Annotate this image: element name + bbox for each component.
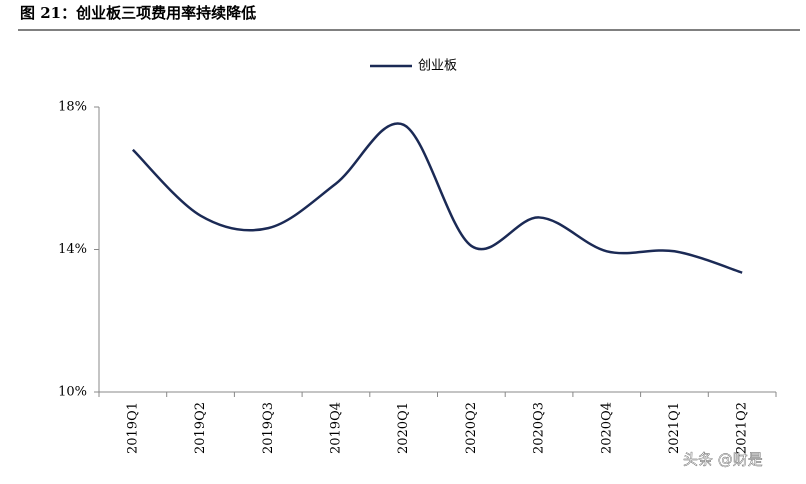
watermark: 头条 @财是 — [683, 451, 763, 469]
line-series — [131, 122, 743, 274]
x-tick-label: 2020Q4 — [599, 402, 614, 454]
x-tick-label: 2021Q2 — [735, 402, 750, 454]
x-tick-label: 2019Q1 — [125, 402, 140, 454]
x-tick-label: 2020Q2 — [464, 402, 479, 454]
x-tick-label: 2021Q1 — [667, 402, 682, 454]
chart-title: 图 21：创业板三项费用率持续降低 — [20, 4, 256, 22]
y-tick-label: 10% — [58, 385, 87, 400]
x-tick-label: 2020Q1 — [396, 402, 411, 454]
x-tick-label: 2020Q3 — [532, 402, 547, 454]
x-tick-label: 2019Q3 — [261, 402, 276, 454]
y-tick-label: 14% — [58, 242, 87, 257]
y-tick-label: 18% — [58, 100, 87, 115]
x-tick-label: 2019Q4 — [328, 402, 343, 454]
x-tick-label: 2019Q2 — [193, 402, 208, 454]
legend-label: 创业板 — [418, 59, 457, 74]
